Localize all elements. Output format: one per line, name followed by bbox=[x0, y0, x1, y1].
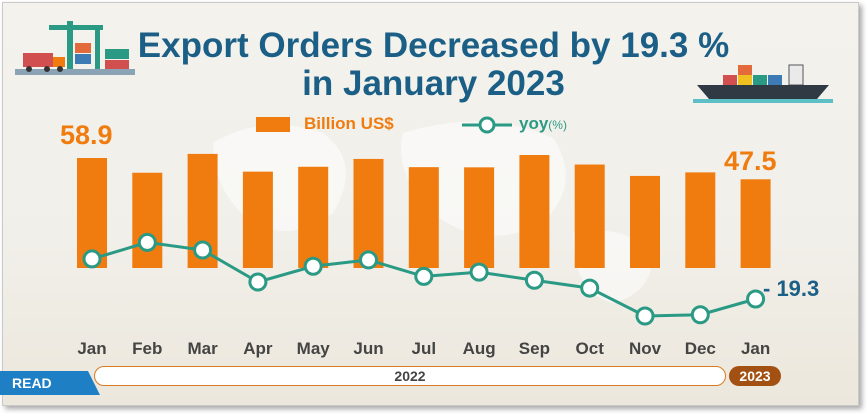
legend-bars-label: Billion US$ bbox=[304, 114, 394, 133]
bar-8 bbox=[519, 155, 550, 268]
cargo-ship-icon bbox=[693, 64, 833, 103]
yoy-point-9 bbox=[580, 278, 600, 298]
bar-12 bbox=[740, 179, 771, 268]
yoy-point-10 bbox=[635, 306, 655, 326]
bar-1 bbox=[132, 172, 163, 268]
bar-9 bbox=[574, 164, 605, 268]
x-tick-label-11: Dec bbox=[685, 339, 716, 358]
x-tick-label-8: Sep bbox=[519, 339, 550, 358]
x-tick-label-0: Jan bbox=[77, 339, 106, 358]
port-crane-truck-icon bbox=[15, 21, 135, 75]
x-tick-label-5: Jun bbox=[353, 339, 383, 358]
last-yoy-callout: - 19.3 bbox=[763, 276, 820, 301]
x-tick-label-10: Nov bbox=[629, 339, 662, 358]
legend-bar-swatch bbox=[256, 117, 290, 132]
chart-title-line2: in January 2023 bbox=[302, 64, 565, 103]
yoy-point-8 bbox=[524, 270, 544, 290]
bar-6 bbox=[408, 167, 439, 268]
yoy-point-11 bbox=[690, 305, 710, 325]
x-tick-label-4: May bbox=[297, 339, 331, 358]
yoy-point-5 bbox=[359, 250, 378, 270]
read-tag[interactable]: READ bbox=[0, 371, 100, 395]
x-tick-label-1: Feb bbox=[132, 339, 162, 358]
first-value-callout: 58.9 bbox=[60, 120, 113, 150]
year-range-bar: 2022 bbox=[94, 366, 726, 386]
bar-11 bbox=[685, 172, 716, 268]
x-tick-label-9: Oct bbox=[576, 339, 605, 358]
yoy-point-0 bbox=[82, 249, 102, 269]
x-tick-label-2: Mar bbox=[187, 339, 218, 358]
yoy-point-12 bbox=[746, 289, 766, 309]
bar-10 bbox=[630, 175, 660, 268]
legend-line-name: yoy bbox=[519, 114, 549, 133]
last-value-callout: 47.5 bbox=[724, 146, 777, 176]
yoy-point-3 bbox=[248, 272, 268, 292]
x-tick-label-3: Apr bbox=[243, 339, 273, 358]
yoy-point-2 bbox=[193, 240, 213, 260]
chart-title-line1: Export Orders Decreased by 19.3 % bbox=[137, 26, 730, 65]
x-tick-label-6: Jul bbox=[412, 339, 437, 358]
yoy-point-4 bbox=[303, 256, 323, 276]
yoy-point-1 bbox=[137, 232, 157, 252]
legend-line-unit: (%) bbox=[548, 118, 567, 132]
bar-7 bbox=[464, 167, 495, 268]
yoy-point-6 bbox=[414, 266, 434, 286]
yoy-point-7 bbox=[469, 262, 489, 282]
bar-4 bbox=[298, 166, 329, 268]
bar-3 bbox=[242, 171, 273, 268]
legend-line-label: yoy(%) bbox=[519, 114, 567, 134]
x-tick-label-12: Jan bbox=[741, 339, 770, 358]
bar-5 bbox=[353, 158, 384, 268]
year-badge: 2023 bbox=[729, 366, 781, 386]
x-tick-label-7: Aug bbox=[463, 339, 496, 358]
legend-line-swatch bbox=[462, 116, 512, 134]
